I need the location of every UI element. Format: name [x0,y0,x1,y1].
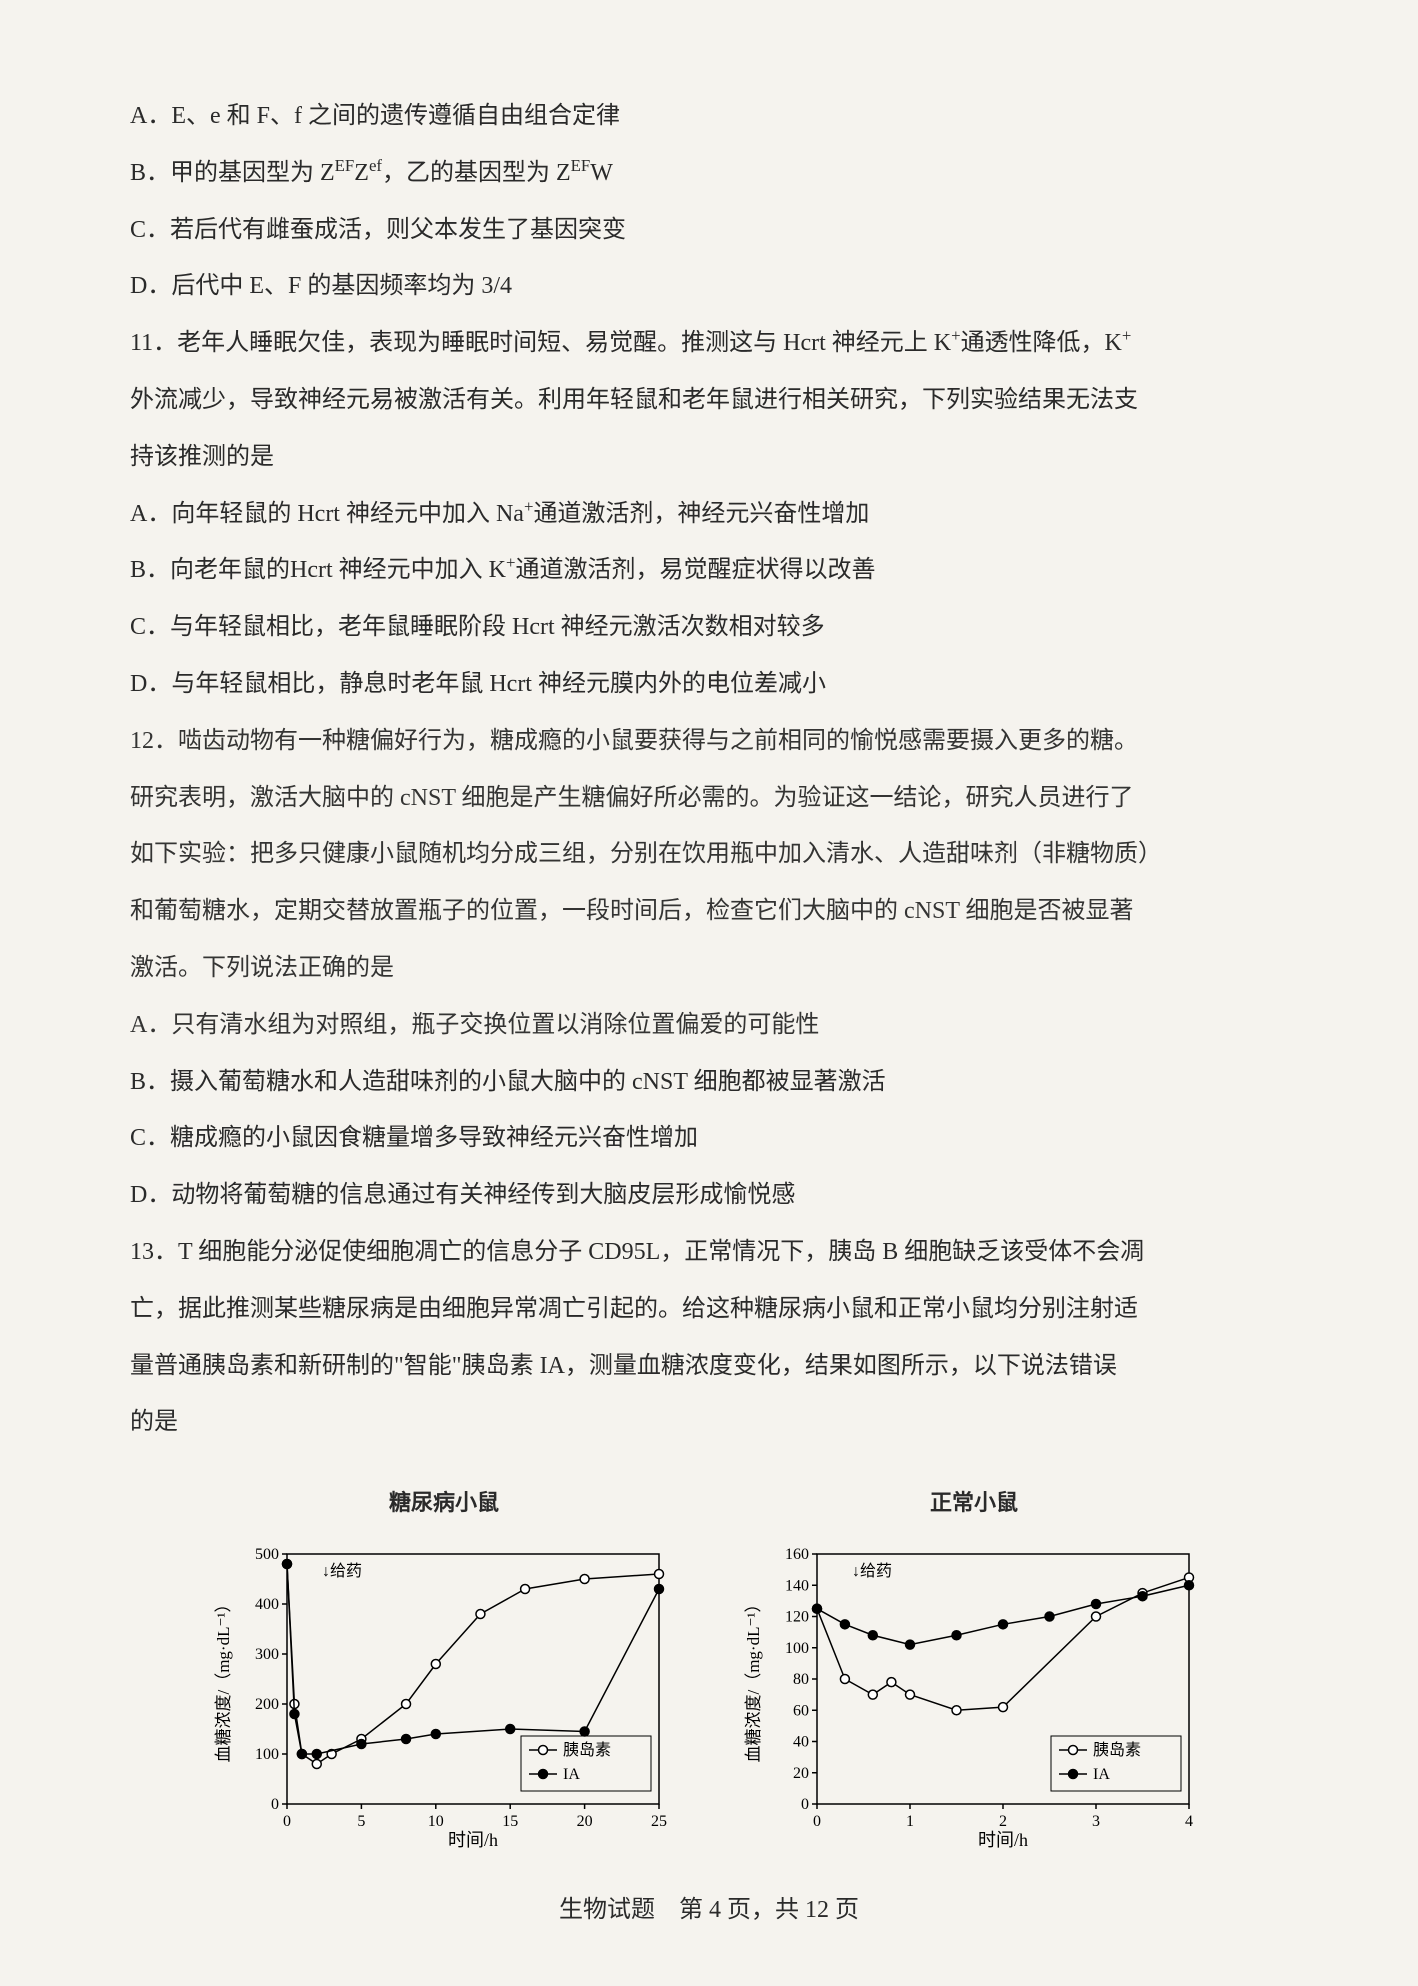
q11-stem-line3: 持该推测的是 [130,431,1288,484]
svg-text:0: 0 [813,1813,821,1830]
q11-stem-line2: 外流减少，导致神经元易被激活有关。利用年轻鼠和老年鼠进行相关研究，下列实验结果无… [130,374,1288,427]
text: W [590,160,613,186]
text: ，乙的基因型为 Z [382,160,571,186]
q11-option-c: C．与年轻鼠相比，老年鼠睡眠阶段 Hcrt 神经元激活次数相对较多 [130,601,1288,654]
page-footer: 生物试题 第 4 页，共 12 页 [130,1884,1288,1937]
q12-stem-line5: 激活。下列说法正确的是 [130,942,1288,995]
chart2-svg: 0 20 40 60 80 100 120 140 160 0 1 2 3 4 血糖浓度/（mg·dL⁻¹）… [739,1534,1209,1854]
svg-text:胰岛素: 胰岛素 [1093,1741,1141,1759]
text: B．向老年鼠的Hcrt 神经元中加入 K [130,557,506,583]
svg-text:160: 160 [785,1546,809,1563]
superscript: ef [369,156,382,175]
svg-text:300: 300 [255,1646,279,1663]
text: A．向年轻鼠的 Hcrt 神经元中加入 Na [130,501,524,527]
svg-text:40: 40 [793,1733,809,1750]
q10-option-d: D．后代中 E、F 的基因频率均为 3/4 [130,260,1288,313]
superscript: EF [571,156,591,175]
svg-text:时间/h: 时间/h [978,1830,1028,1850]
chart2-title: 正常小鼠 [930,1479,1018,1527]
text: B．甲的基因型为 Z [130,160,335,186]
svg-text:IA: IA [1093,1766,1110,1783]
svg-text:20: 20 [793,1764,809,1781]
q11-stem-line1: 11．老年人睡眠欠佳，表现为睡眠时间短、易觉醒。推测这与 Hcrt 神经元上 K… [130,317,1288,370]
q10-option-a: A．E、e 和 F、f 之间的遗传遵循自由组合定律 [130,90,1288,143]
svg-text:血糖浓度/（mg·dL⁻¹）: 血糖浓度/（mg·dL⁻¹） [744,1595,763,1762]
q11-option-d: D．与年轻鼠相比，静息时老年鼠 Hcrt 神经元膜内外的电位差减小 [130,658,1288,711]
q12-stem-line2: 研究表明，激活大脑中的 cNST 细胞是产生糖偏好所必需的。为验证这一结论，研究… [130,772,1288,825]
svg-text:0: 0 [801,1796,809,1813]
q10-option-b: B．甲的基因型为 ZEFZef，乙的基因型为 ZEFW [130,147,1288,200]
svg-text:140: 140 [785,1577,809,1594]
text: Z [354,160,369,186]
svg-text:5: 5 [357,1813,365,1830]
svg-text:80: 80 [793,1671,809,1688]
q12-option-b: B．摄入葡萄糖水和人造甜味剂的小鼠大脑中的 cNST 细胞都被显著激活 [130,1056,1288,1109]
svg-text:血糖浓度/（mg·dL⁻¹）: 血糖浓度/（mg·dL⁻¹） [214,1595,233,1762]
svg-text:25: 25 [651,1813,667,1830]
charts-row: 糖尿病小鼠 01002003004005000510152025血糖浓度/（mg… [130,1479,1288,1853]
svg-text:10: 10 [428,1813,444,1830]
svg-text:120: 120 [785,1608,809,1625]
svg-text:100: 100 [255,1746,279,1763]
q12-stem-line3: 如下实验：把多只健康小鼠随机均分成三组，分别在饮用瓶中加入清水、人造甜味剂（非糖… [130,828,1288,881]
svg-text:20: 20 [577,1813,593,1830]
svg-text:0: 0 [271,1796,279,1813]
chart1-svg: 0 100 200 300 400 500 0 5 10 15 20 25 血糖浓度/（mg·dL⁻¹）… [209,1534,679,1854]
text: 通透性降低，K [961,330,1122,356]
chart1-title: 糖尿病小鼠 [389,1479,499,1527]
svg-text:15: 15 [502,1813,518,1830]
q12-stem-line4: 和葡萄糖水，定期交替放置瓶子的位置，一段时间后，检查它们大脑中的 cNST 细胞… [130,885,1288,938]
q12-option-a: A．只有清水组为对照组，瓶子交换位置以消除位置偏爱的可能性 [130,999,1288,1052]
chart1-wrap: 糖尿病小鼠 0 100 200 300 400 500 0 5 10 15 20 25 血糖浓度/（mg… [209,1479,679,1853]
text: 通道激活剂，易觉醒症状得以改善 [515,557,875,583]
svg-text:4: 4 [1185,1813,1193,1830]
q11-option-b: B．向老年鼠的Hcrt 神经元中加入 K+通道激活剂，易觉醒症状得以改善 [130,544,1288,597]
q13-stem-line3: 量普通胰岛素和新研制的"智能"胰岛素 IA，测量血糖浓度变化，结果如图所示，以下… [130,1340,1288,1393]
superscript: + [951,326,960,345]
q13-stem-line1: 13．T 细胞能分泌促使细胞凋亡的信息分子 CD95L，正常情况下，胰岛 B 细… [130,1226,1288,1279]
svg-text:500: 500 [255,1546,279,1563]
svg-text:↓给药: ↓给药 [852,1562,892,1580]
q12-option-c: C．糖成瘾的小鼠因食糖量增多导致神经元兴奋性增加 [130,1112,1288,1165]
superscript: EF [335,156,355,175]
svg-text:IA: IA [563,1766,580,1783]
q11-option-a: A．向年轻鼠的 Hcrt 神经元中加入 Na+通道激活剂，神经元兴奋性增加 [130,488,1288,541]
svg-text:1: 1 [906,1813,914,1830]
q13-stem-line2: 亡，据此推测某些糖尿病是由细胞异常凋亡引起的。给这种糖尿病小鼠和正常小鼠均分别注… [130,1283,1288,1336]
chart2-wrap: 正常小鼠 0 20 40 60 80 100 120 140 160 0 1 2 3 4 血糖浓度/（mg·… [739,1479,1209,1853]
text: 11．老年人睡眠欠佳，表现为睡眠时间短、易觉醒。推测这与 Hcrt 神经元上 K [130,330,951,356]
svg-text:时间/h: 时间/h [448,1830,498,1850]
svg-text:200: 200 [255,1696,279,1713]
svg-text:↓给药: ↓给药 [322,1562,362,1580]
svg-text:100: 100 [785,1639,809,1656]
svg-text:3: 3 [1092,1813,1100,1830]
text: 通道激活剂，神经元兴奋性增加 [533,501,869,527]
superscript: + [1122,326,1131,345]
svg-text:400: 400 [255,1596,279,1613]
q12-stem-line1: 12．啮齿动物有一种糖偏好行为，糖成瘾的小鼠要获得与之前相同的愉悦感需要摄入更多… [130,715,1288,768]
q12-option-d: D．动物将葡萄糖的信息通过有关神经传到大脑皮层形成愉悦感 [130,1169,1288,1222]
svg-text:2: 2 [999,1813,1007,1830]
svg-text:60: 60 [793,1702,809,1719]
svg-text:胰岛素: 胰岛素 [563,1741,611,1759]
q13-stem-line4: 的是 [130,1396,1288,1449]
svg-text:0: 0 [283,1813,291,1830]
q10-option-c: C．若后代有雌蚕成活，则父本发生了基因突变 [130,204,1288,257]
